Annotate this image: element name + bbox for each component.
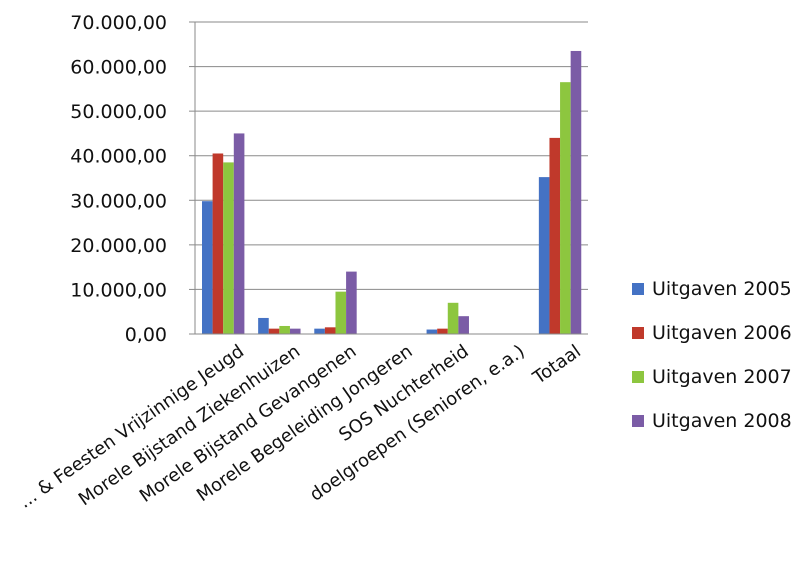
y-tick-label: 30.000,00 xyxy=(70,190,167,212)
bar xyxy=(426,329,438,334)
bars xyxy=(202,50,582,335)
bar xyxy=(202,201,213,334)
bar xyxy=(346,271,357,334)
legend-label: Uitgaven 2008 xyxy=(652,410,792,432)
y-tick-label: 70.000,00 xyxy=(70,12,167,34)
bar xyxy=(289,328,301,334)
x-tick-label: Morele Bijstand Ziekenhuizen xyxy=(75,341,304,510)
bar xyxy=(324,327,336,334)
y-tick-label: 0,00 xyxy=(125,324,167,346)
bar xyxy=(570,50,582,334)
legend-item: Uitgaven 2007 xyxy=(632,360,792,394)
y-tick-label: 60.000,00 xyxy=(70,57,167,79)
axes xyxy=(194,22,588,335)
bar xyxy=(335,291,347,334)
bar xyxy=(314,328,325,334)
legend-item: Uitgaven 2006 xyxy=(632,316,792,350)
legend-item: Uitgaven 2005 xyxy=(632,272,792,306)
legend-swatch xyxy=(632,371,644,383)
legend-swatch xyxy=(632,415,644,427)
gridlines xyxy=(195,21,588,290)
bar xyxy=(549,137,561,334)
bar xyxy=(447,302,459,334)
y-tick-label: 10.000,00 xyxy=(70,279,167,301)
legend-label: Uitgaven 2005 xyxy=(652,278,792,300)
bar xyxy=(233,133,245,334)
legend-swatch xyxy=(632,327,644,339)
bar xyxy=(560,82,571,335)
y-axis-ticks: 0,00 10.000,00 20.000,00 30.000,00 40.000,00… xyxy=(70,12,195,346)
legend-label: Uitgaven 2006 xyxy=(652,322,792,344)
y-tick-label: 20.000,00 xyxy=(70,235,167,257)
legend: Uitgaven 2005 Uitgaven 2006 Uitgaven 200… xyxy=(632,272,792,448)
bar xyxy=(279,325,290,334)
legend-label: Uitgaven 2007 xyxy=(652,366,792,388)
legend-item: Uitgaven 2008 xyxy=(632,404,792,438)
bar xyxy=(212,153,224,334)
legend-swatch xyxy=(632,283,644,295)
y-tick-label: 50.000,00 xyxy=(70,101,167,123)
bar xyxy=(437,328,448,334)
bar xyxy=(458,316,469,334)
bar xyxy=(538,177,550,334)
bar xyxy=(258,317,269,334)
bar xyxy=(268,328,280,334)
y-tick-label: 40.000,00 xyxy=(70,146,167,168)
bar xyxy=(223,162,234,334)
x-tick-label: Totaal xyxy=(529,341,585,389)
